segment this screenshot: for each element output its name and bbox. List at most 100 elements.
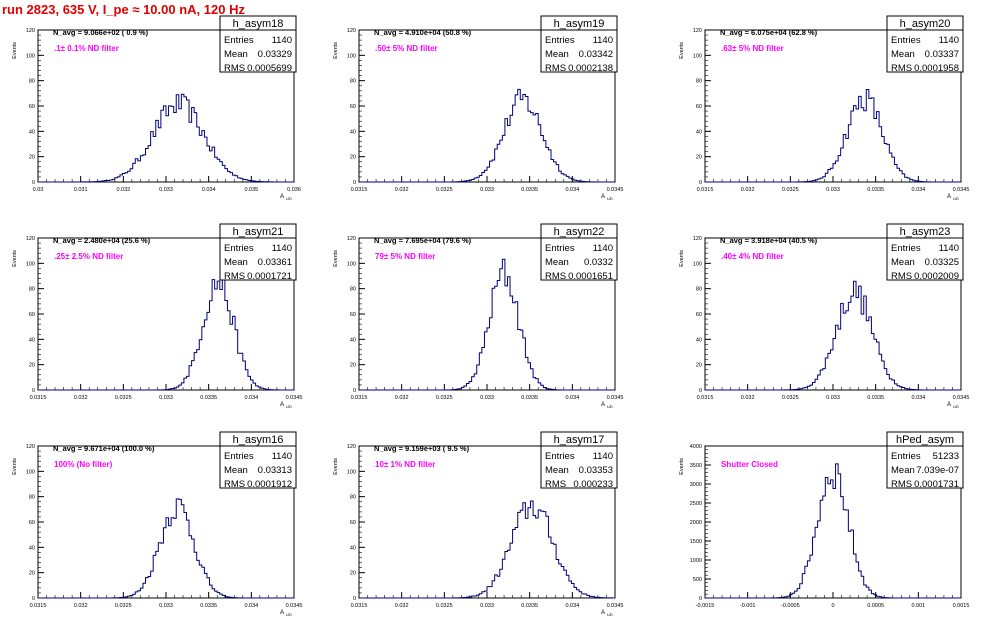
x-tick-label: 0.033 (159, 395, 173, 401)
stats-key: Entries (224, 35, 254, 46)
y-tick-label: 0 (353, 596, 356, 602)
stats-key: Mean (545, 49, 569, 60)
stats-value: 0.0001731 (914, 479, 959, 490)
y-tick-label: 100 (693, 261, 702, 267)
histogram-line (38, 276, 294, 391)
histogram-panel-hPed_asym: 0 500 1000 1500 2000 2500 3000 3500 4000 -0.0015 -… (679, 431, 970, 609)
y-tick-label: 120 (26, 28, 35, 34)
y-tick-label: 500 (693, 577, 702, 583)
stats-key: Entries (891, 243, 921, 254)
y-tick-label: 40 (29, 337, 35, 343)
stats-key: Entries (891, 451, 921, 462)
x-tick-label: 0.0325 (115, 395, 132, 401)
y-tick-label: 3500 (690, 463, 702, 469)
y-tick-label: 0 (32, 180, 35, 186)
x-tick-label: 0.0345 (607, 603, 624, 609)
y-tick-label: 0 (699, 180, 702, 186)
x-tick-label: 0.034 (202, 187, 216, 193)
filter-label: .1± 0.1% ND filter (54, 44, 119, 53)
x-tick-label: 0.03 (33, 187, 44, 193)
stats-value: 0.03361 (258, 257, 292, 268)
stats-key: Entries (545, 243, 575, 254)
stats-key: RMS (891, 271, 912, 282)
y-tick-label: 40 (350, 545, 356, 551)
stats-title: h_asym21 (233, 226, 284, 238)
y-tick-label: 1500 (690, 539, 702, 545)
y-tick-label: 0 (32, 596, 35, 602)
stats-value: 0.0001958 (914, 63, 959, 74)
x-tick-label: 0.032 (116, 187, 130, 193)
filter-label: .50± 5% ND filter (375, 44, 438, 53)
x-axis-subscript: UD (286, 404, 292, 409)
y-tick-label: 40 (350, 337, 356, 343)
x-axis-title: A UD (280, 610, 292, 617)
stats-title: h_asym16 (233, 434, 284, 446)
page-title: run 2823, 635 V, I_pe ≈ 10.00 nA, 120 Hz (2, 2, 245, 17)
stats-key: Mean (224, 257, 248, 268)
y-tick-label: 0 (699, 388, 702, 394)
x-tick-label: 0.0345 (953, 187, 970, 193)
stats-value: 1140 (593, 243, 613, 254)
stats-value: 0.0005699 (247, 63, 292, 74)
x-tick-label: 0.032 (74, 603, 88, 609)
stats-value: 1140 (939, 35, 959, 46)
x-tick-label: 0.034 (911, 395, 925, 401)
x-tick-label: 0.0325 (782, 187, 799, 193)
y-tick-label: 60 (29, 104, 35, 110)
stats-key: Entries (891, 35, 921, 46)
histogram-line (705, 463, 961, 599)
y-tick-label: 1000 (690, 558, 702, 564)
stats-value: 0.03342 (579, 49, 613, 60)
histogram-line (359, 500, 616, 599)
histogram-panel-h_asym21: 0 20 40 60 80 100 120 0.0315 0.032 0.0325 0.033 0.0… (12, 223, 303, 409)
stats-key: Entries (224, 451, 254, 462)
stats-title: h_asym22 (554, 226, 605, 238)
x-tick-label: 0.0345 (286, 603, 303, 609)
stats-value: 7.039e-07 (916, 465, 959, 476)
y-tick-label: 120 (693, 28, 702, 34)
filter-label: 10± 1% ND filter (375, 460, 435, 469)
x-tick-label: 0.033 (480, 603, 494, 609)
x-tick-label: 0.033 (159, 603, 173, 609)
y-tick-label: 120 (693, 236, 702, 242)
y-tick-label: 80 (29, 79, 35, 85)
histogram-line (705, 88, 961, 183)
y-tick-label: 60 (350, 520, 356, 526)
stats-value: 0.0002138 (568, 63, 613, 74)
y-tick-label: 20 (350, 155, 356, 161)
x-tick-label: 0.0345 (286, 395, 303, 401)
y-tick-label: 120 (26, 236, 35, 242)
x-axis-title: A UD (601, 610, 613, 617)
stats-value: 0.000233 (573, 479, 613, 490)
y-tick-label: 20 (350, 363, 356, 369)
x-tick-label: 0.034 (244, 603, 258, 609)
x-tick-label: 0.035 (244, 187, 258, 193)
y-tick-label: 60 (350, 312, 356, 318)
stats-box (886, 15, 964, 73)
y-tick-label: 40 (29, 129, 35, 135)
stats-key: RMS (545, 479, 566, 490)
x-tick-label: 0.032 (395, 395, 409, 401)
stats-value: 1140 (593, 451, 613, 462)
x-tick-label: 0.0015 (953, 603, 970, 609)
x-tick-label: 0.036 (287, 187, 301, 193)
stats-value: 1140 (272, 35, 292, 46)
filter-label: Shutter Closed (721, 460, 778, 469)
x-axis-title: A UD (947, 194, 959, 201)
x-tick-label: 0.001 (911, 603, 925, 609)
stats-box (886, 431, 964, 489)
stats-value: 1140 (939, 243, 959, 254)
y-tick-label: 120 (347, 444, 356, 450)
histogram-panel-h_asym16: 0 20 40 60 80 100 120 0.0315 0.032 0.0325 0.033 0.0… (12, 431, 303, 617)
stats-key: RMS (891, 479, 912, 490)
y-tick-label: 60 (29, 312, 35, 318)
y-axis-title: Events (12, 42, 18, 59)
x-tick-label: 0.0335 (521, 187, 538, 193)
stats-key: RMS (224, 479, 245, 490)
x-tick-label: 0.034 (565, 603, 579, 609)
stats-value: 0.0001912 (247, 479, 292, 490)
x-axis-subscript: UD (607, 612, 613, 617)
y-axis-title: Events (333, 458, 339, 475)
stats-box (219, 15, 297, 73)
